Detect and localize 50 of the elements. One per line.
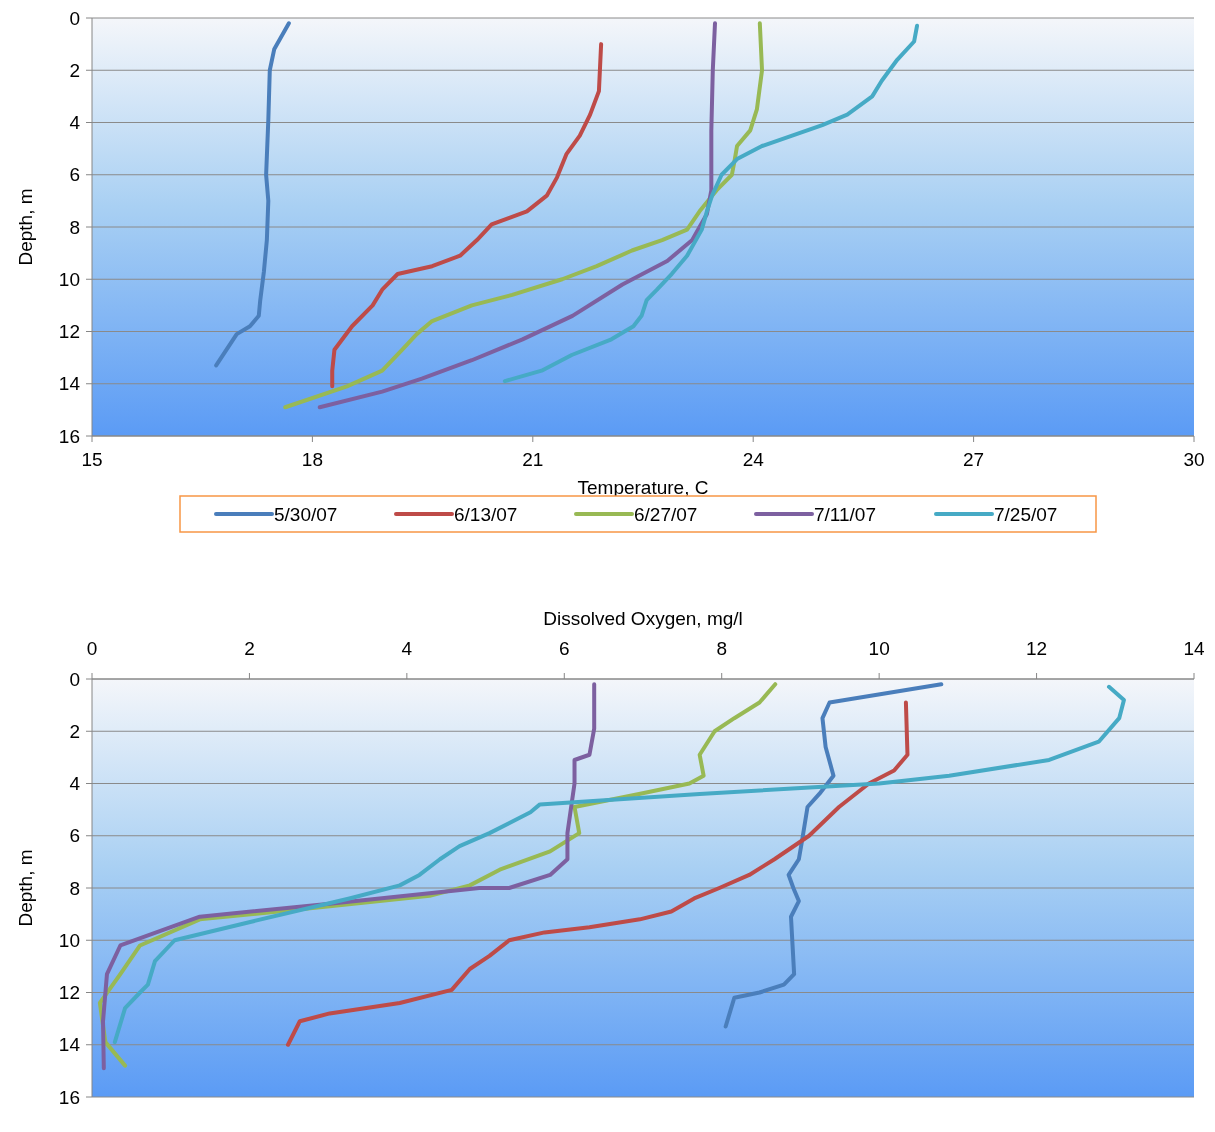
line-series xyxy=(286,700,910,1047)
line-series xyxy=(317,21,717,410)
y-tick-label: 0 xyxy=(69,668,80,690)
x-tick-label: 15 xyxy=(81,449,103,470)
legend-label: 7/25/07 xyxy=(994,503,1058,525)
y-tick-label: 16 xyxy=(58,1086,80,1108)
line-series xyxy=(502,23,920,384)
x-axis-title: Temperature, C xyxy=(577,477,709,498)
legend-label: 7/11/07 xyxy=(814,503,876,525)
line-series xyxy=(330,42,604,389)
line-series xyxy=(723,682,944,1029)
line-series xyxy=(112,684,1126,1045)
y-tick-label: 4 xyxy=(69,112,81,134)
x-tick-label: 18 xyxy=(301,449,323,470)
y-tick-label: 8 xyxy=(69,877,80,899)
x-tick-label: 27 xyxy=(963,449,985,470)
line-series xyxy=(283,21,765,410)
y-axis-title: Depth, m xyxy=(15,188,36,266)
legend-label: 5/30/07 xyxy=(274,503,338,525)
x-tick-label: 12 xyxy=(1026,638,1048,659)
x-tick-label: 2 xyxy=(244,638,255,659)
y-tick-label: 16 xyxy=(58,425,80,447)
x-axis-title: Dissolved Oxygen, mg/l xyxy=(543,608,743,629)
y-tick-label: 6 xyxy=(69,825,80,847)
y-tick-label: 10 xyxy=(58,268,80,290)
y-tick-label: 14 xyxy=(58,373,81,395)
y-axis-title: Depth, m xyxy=(15,849,36,927)
y-tick-label: 12 xyxy=(58,982,80,1004)
x-tick-label: 14 xyxy=(1183,638,1205,659)
line-series xyxy=(101,682,597,1071)
y-tick-label: 2 xyxy=(69,59,80,81)
x-tick-label: 10 xyxy=(868,638,890,659)
y-tick-label: 4 xyxy=(69,773,81,795)
y-tick-label: 6 xyxy=(69,164,80,186)
x-tick-label: 8 xyxy=(716,638,727,659)
line-series xyxy=(214,21,291,368)
x-tick-label: 21 xyxy=(522,449,544,470)
legend-label: 6/13/07 xyxy=(454,503,518,525)
x-tick-label: 0 xyxy=(86,638,98,659)
x-tick-label: 4 xyxy=(401,638,413,659)
y-tick-label: 14 xyxy=(58,1034,81,1056)
y-tick-label: 12 xyxy=(58,321,80,343)
x-tick-label: 24 xyxy=(742,449,765,470)
x-tick-label: 30 xyxy=(1183,449,1205,470)
y-tick-label: 2 xyxy=(69,720,80,742)
legend-label: 6/27/07 xyxy=(634,503,698,525)
y-tick-label: 0 xyxy=(69,7,80,29)
x-tick-label: 6 xyxy=(559,638,570,659)
y-tick-label: 10 xyxy=(58,929,80,951)
y-tick-label: 8 xyxy=(69,216,80,238)
